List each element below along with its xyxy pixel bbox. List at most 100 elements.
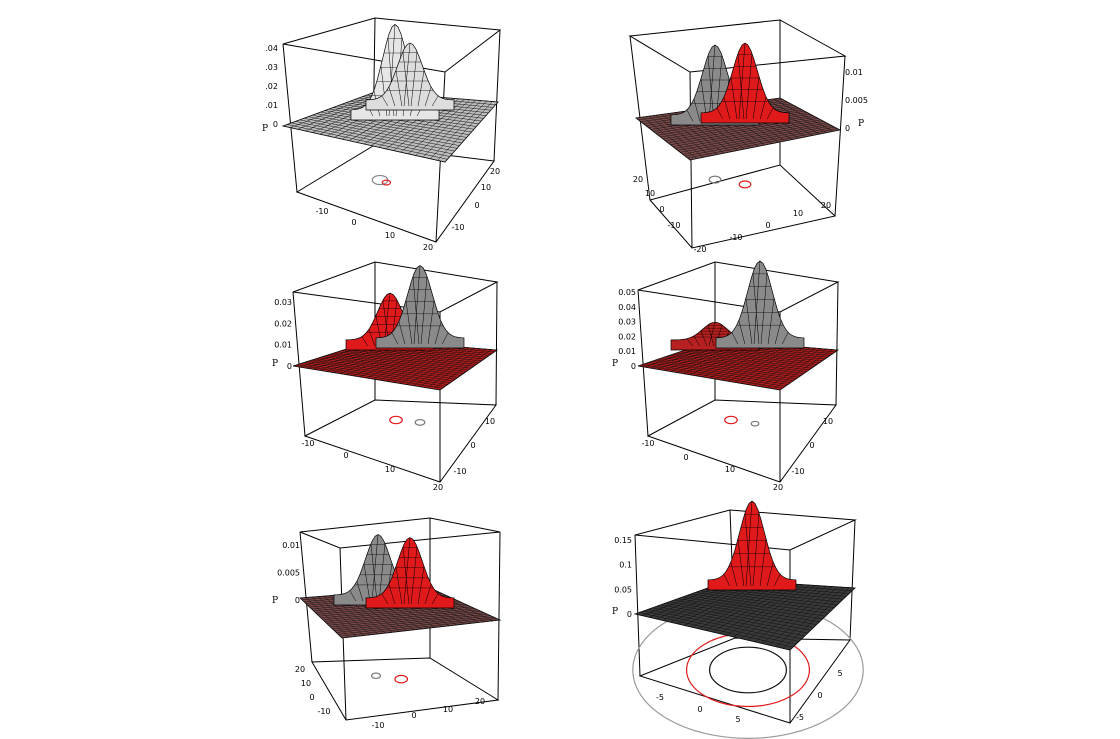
peak-mesh-line: [708, 44, 716, 122]
y-tick-label: -10: [667, 221, 680, 230]
z-axis-label: P: [262, 124, 268, 134]
z-tick-label: 0.03: [274, 298, 292, 307]
mesh-line: [689, 129, 841, 161]
mesh-line: [429, 587, 501, 621]
mesh-line: [683, 350, 815, 367]
z-tick-label: 0: [845, 124, 850, 133]
z-tick-label: 0.005: [845, 96, 868, 105]
mesh-line: [740, 585, 816, 639]
mesh-line: [741, 347, 805, 384]
box-vertical-edge: [637, 289, 649, 437]
peak-mesh-line: [737, 53, 745, 120]
mesh-line: [690, 348, 820, 363]
peak-mesh-line: [716, 107, 724, 120]
z-axis-label: P: [612, 607, 618, 617]
mesh-line: [433, 349, 492, 390]
z-tick-label: 0: [295, 596, 300, 605]
y-tick-label: 10: [485, 417, 495, 426]
peak-mesh-line: [349, 590, 357, 602]
mesh-line: [695, 592, 832, 611]
contour-2: [414, 418, 426, 426]
mesh-line: [682, 125, 832, 155]
mesh-line: [332, 612, 485, 630]
peak-mesh-line: [434, 321, 442, 345]
x-tick-label: 0: [343, 451, 348, 460]
mesh-line: [379, 345, 448, 381]
contour-1: [724, 415, 738, 425]
mesh-line: [754, 585, 827, 643]
y-tick-label: 10: [645, 189, 655, 198]
y-tick-label: 0: [470, 441, 475, 450]
peak-mesh-line: [381, 593, 389, 605]
mesh-line: [686, 595, 826, 617]
mesh-line: [761, 586, 833, 644]
peak-mesh-line: [744, 512, 752, 587]
mesh-line: [324, 606, 472, 622]
peak-mesh-line: [388, 584, 396, 605]
mesh-line: [768, 586, 839, 646]
x-tick-label: -20: [693, 245, 706, 254]
z-axis-label: P: [858, 119, 864, 129]
peak-mesh-line: [774, 320, 782, 345]
z-tick-label: 0.15: [614, 536, 632, 545]
box-vertical-edge: [834, 55, 846, 217]
y-tick-label: -10: [451, 223, 464, 232]
peak-2: [365, 42, 455, 111]
peak-mesh-line: [693, 98, 701, 122]
peak-mesh-line: [431, 95, 439, 107]
y-tick-label: 10: [301, 679, 311, 688]
peak-mesh-line: [773, 574, 781, 587]
peak-mesh-line: [686, 109, 694, 122]
peak-mesh-line: [363, 563, 371, 602]
peak-mesh-line: [405, 300, 413, 345]
mesh-line: [330, 611, 481, 628]
peak-mesh-line: [759, 96, 767, 120]
z-tick-label: 0.04: [618, 303, 636, 312]
peak-mesh-line: [759, 538, 767, 587]
z-tick-label: 0.1: [619, 561, 632, 570]
z-tick-label: 0.005: [277, 569, 300, 578]
mesh-line: [773, 349, 833, 390]
peak-mesh-line: [395, 566, 403, 605]
x-tick-label: 0: [697, 705, 702, 714]
box-bottom-edges: [646, 399, 837, 483]
peak-mesh-line: [381, 95, 389, 107]
peak-mesh-line: [402, 51, 410, 107]
z-tick-label: 0: [627, 610, 632, 619]
mesh-line: [426, 348, 487, 389]
mesh-line: [687, 128, 838, 159]
mesh-line: [345, 349, 477, 365]
mesh-line: [766, 348, 827, 389]
peak-mesh-line: [730, 561, 738, 587]
peak-mesh-line: [752, 76, 760, 120]
panel-4: 0.05 0.04 0.03 0.02 0.01 0 P -10 0 10 20 10 0 -10: [612, 260, 840, 492]
z-tick-label: 0: [631, 362, 636, 371]
box-top-edges: [637, 261, 840, 313]
peak-mesh-line: [753, 261, 761, 345]
peak-mesh-line: [410, 546, 418, 605]
peak-mesh-line: [723, 574, 731, 587]
y-tick-label: 20: [633, 175, 643, 184]
peak-mesh-line: [686, 338, 694, 347]
z-axis-label: P: [272, 596, 278, 606]
x-tick-label: 0: [411, 711, 416, 720]
y-tick-label: -10: [453, 467, 466, 476]
contour-1: [389, 415, 403, 425]
x-tick-label: 10: [385, 465, 395, 474]
peak-2: [375, 265, 465, 349]
mesh-line: [766, 99, 827, 133]
x-tick-label: 20: [423, 243, 433, 252]
x-tick-label: 0: [351, 218, 356, 227]
box-bottom-edges: [311, 657, 500, 721]
z-tick-label: 0.01: [282, 541, 300, 550]
z-tick-label: 0.03: [618, 318, 636, 327]
mesh-line: [754, 347, 816, 386]
box-bottom-edges: [303, 399, 497, 483]
z-tick-label: 0.02: [618, 332, 636, 341]
y-tick-label: 0: [809, 441, 814, 450]
peak-mesh-line: [395, 70, 403, 107]
mesh-line: [337, 351, 472, 369]
